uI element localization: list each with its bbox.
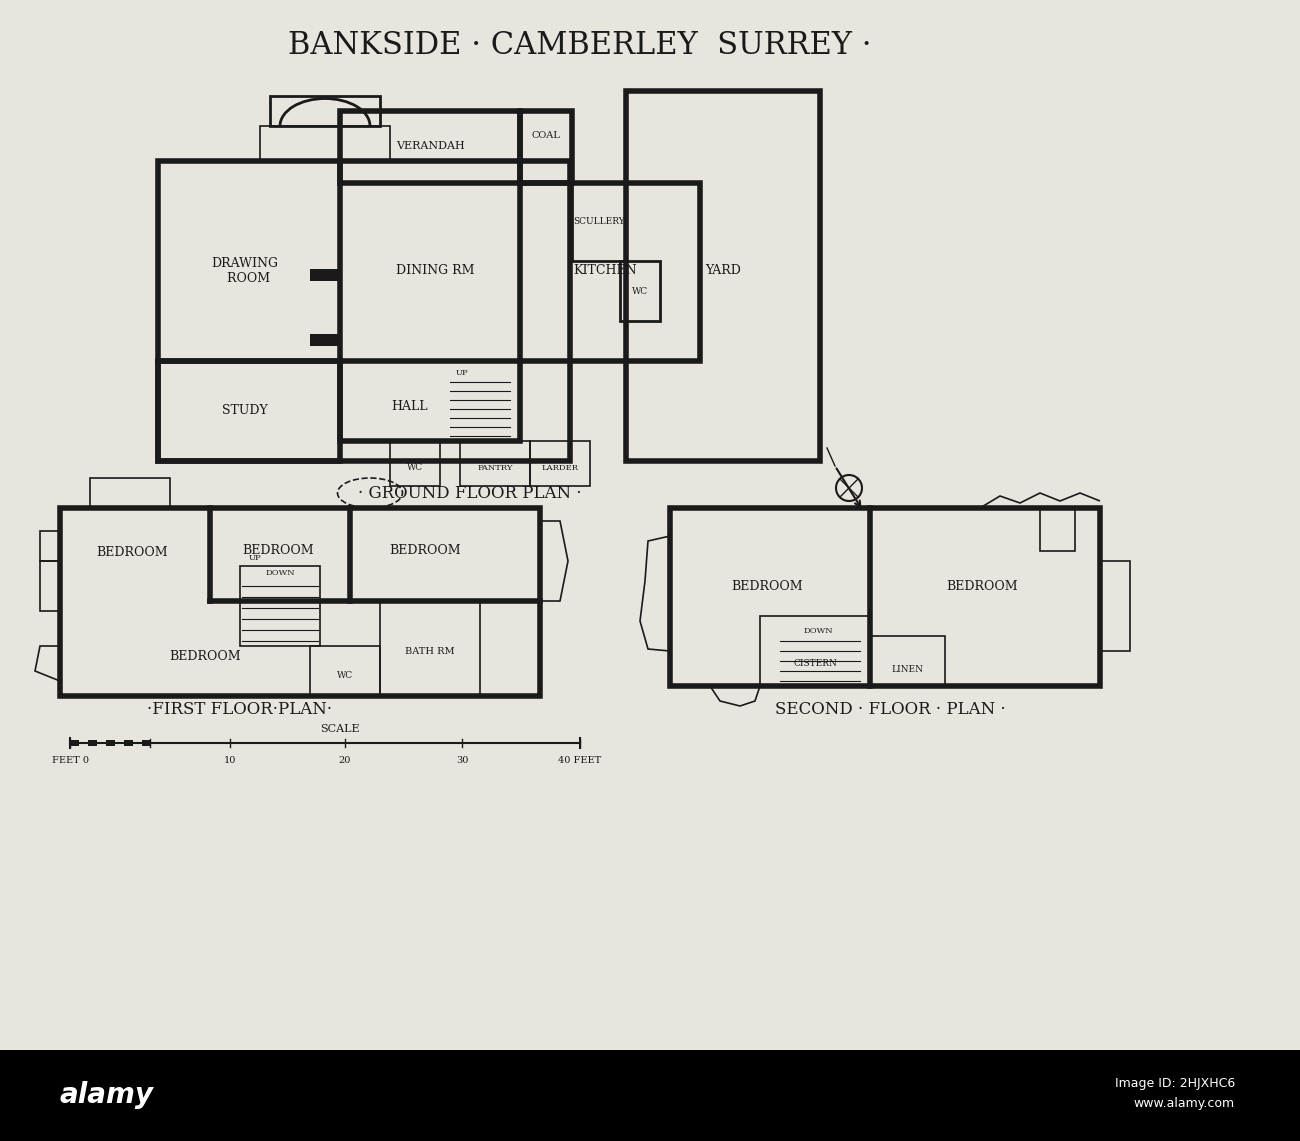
Text: 30: 30 bbox=[456, 756, 468, 764]
Bar bbox=[760, 616, 870, 686]
Text: 10: 10 bbox=[224, 756, 237, 764]
Text: BATH RM: BATH RM bbox=[406, 647, 455, 655]
Text: BEDROOM: BEDROOM bbox=[389, 544, 460, 558]
Bar bbox=[1100, 561, 1130, 652]
Text: FEET 0: FEET 0 bbox=[52, 756, 88, 764]
Text: PANTRY: PANTRY bbox=[477, 464, 512, 472]
Text: WC: WC bbox=[407, 463, 422, 472]
Text: DINING RM: DINING RM bbox=[395, 265, 474, 277]
Text: SECOND · FLOOR · PLAN ·: SECOND · FLOOR · PLAN · bbox=[775, 701, 1005, 718]
Bar bbox=[60, 508, 540, 696]
Bar bbox=[870, 636, 945, 686]
Text: SCALE: SCALE bbox=[320, 725, 360, 734]
Text: ·FIRST FLOOR·PLAN·: ·FIRST FLOOR·PLAN· bbox=[147, 701, 333, 718]
Bar bbox=[309, 269, 341, 281]
Text: Image ID: 2HJXHC6: Image ID: 2HJXHC6 bbox=[1115, 1077, 1235, 1091]
Bar bbox=[627, 91, 820, 461]
Text: YARD: YARD bbox=[705, 265, 741, 277]
Text: 40 FEET: 40 FEET bbox=[559, 756, 602, 764]
Bar bbox=[0, 1050, 1300, 1141]
Text: BEDROOM: BEDROOM bbox=[242, 544, 313, 558]
Bar bbox=[572, 183, 627, 261]
Bar bbox=[142, 741, 151, 746]
Text: WC: WC bbox=[337, 672, 354, 680]
Bar bbox=[159, 161, 569, 461]
Text: DRAWING
  ROOM: DRAWING ROOM bbox=[212, 257, 278, 285]
Bar bbox=[620, 261, 660, 321]
Bar bbox=[270, 96, 380, 126]
Bar bbox=[460, 442, 530, 486]
Text: www.alamy.com: www.alamy.com bbox=[1134, 1098, 1235, 1110]
Text: DOWN: DOWN bbox=[803, 628, 833, 636]
Text: · GROUND FLOOR PLAN ·: · GROUND FLOOR PLAN · bbox=[359, 485, 582, 502]
Bar bbox=[240, 566, 320, 646]
Bar bbox=[670, 508, 1100, 686]
Text: UP: UP bbox=[456, 369, 468, 377]
Bar bbox=[309, 334, 341, 346]
Text: WC: WC bbox=[632, 286, 649, 296]
Bar bbox=[520, 111, 572, 183]
Text: LARDER: LARDER bbox=[542, 464, 578, 472]
Text: STUDY: STUDY bbox=[222, 405, 268, 418]
Bar bbox=[70, 741, 79, 746]
Text: CISTERN: CISTERN bbox=[793, 658, 837, 667]
Bar bbox=[520, 183, 699, 361]
Bar bbox=[1040, 508, 1075, 551]
Bar bbox=[159, 361, 341, 461]
Text: VERANDAH: VERANDAH bbox=[395, 141, 464, 151]
Text: HALL: HALL bbox=[391, 399, 428, 413]
Bar bbox=[380, 601, 480, 696]
Bar bbox=[341, 111, 520, 183]
Text: 20: 20 bbox=[339, 756, 351, 764]
Text: BEDROOM: BEDROOM bbox=[731, 580, 803, 592]
Bar bbox=[107, 741, 114, 746]
Bar bbox=[390, 442, 439, 486]
Bar bbox=[88, 741, 98, 746]
Text: alamy: alamy bbox=[60, 1081, 153, 1109]
Bar bbox=[260, 126, 390, 161]
Bar bbox=[90, 478, 170, 508]
Text: SCULLERY: SCULLERY bbox=[573, 217, 625, 226]
Bar bbox=[530, 442, 590, 486]
Text: BEDROOM: BEDROOM bbox=[946, 580, 1018, 592]
Text: UP: UP bbox=[248, 555, 261, 563]
Bar bbox=[124, 741, 133, 746]
Text: COAL: COAL bbox=[532, 131, 560, 140]
Text: KITCHEN: KITCHEN bbox=[573, 265, 637, 277]
Text: BEDROOM: BEDROOM bbox=[169, 649, 240, 663]
Bar bbox=[341, 361, 520, 442]
Text: BANKSIDE · CAMBERLEY  SURREY ·: BANKSIDE · CAMBERLEY SURREY · bbox=[289, 31, 872, 62]
Text: BEDROOM: BEDROOM bbox=[96, 547, 168, 559]
Bar bbox=[309, 646, 380, 696]
Text: DOWN: DOWN bbox=[265, 569, 295, 577]
Text: LINEN: LINEN bbox=[891, 664, 923, 673]
